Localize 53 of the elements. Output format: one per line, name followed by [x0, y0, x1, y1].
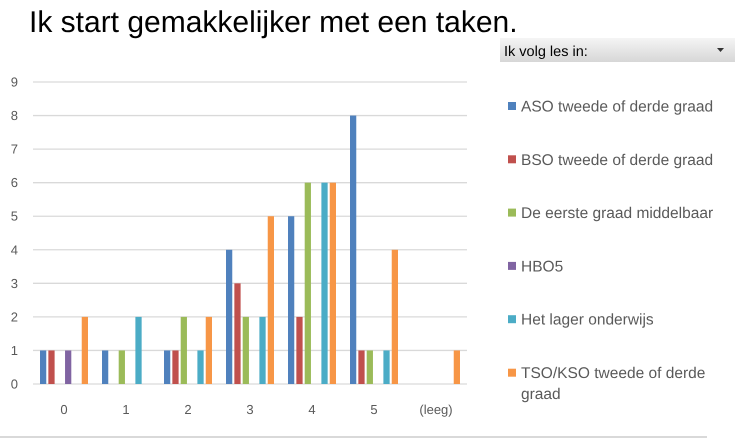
bar	[268, 216, 274, 384]
bar	[366, 350, 373, 384]
bar	[226, 250, 232, 384]
bar	[321, 182, 328, 384]
legend-label: HBO5	[521, 258, 564, 276]
bar	[383, 350, 390, 384]
x-tick-label: 1	[122, 402, 130, 417]
y-tick-label: 6	[10, 175, 18, 190]
bar	[296, 316, 303, 384]
bar	[330, 182, 336, 384]
bar	[164, 350, 170, 384]
y-tick-label: 8	[10, 108, 18, 124]
bar	[180, 316, 187, 384]
bar	[259, 316, 266, 384]
y-tick-label: 2	[10, 309, 18, 324]
y-tick-label: 4	[10, 242, 18, 258]
legend-title: Ik volg les in:	[504, 44, 588, 60]
y-tick-label: 7	[10, 142, 18, 157]
x-tick-label: (leeg)	[419, 402, 453, 417]
legend-label: BSO tweede of derde graad	[521, 152, 714, 169]
bar	[197, 350, 204, 384]
bar	[172, 350, 179, 384]
legend-label: Het lager onderwijs	[521, 312, 654, 329]
bar	[135, 316, 142, 384]
bar	[48, 350, 55, 384]
bar	[206, 316, 212, 384]
bar	[350, 116, 356, 384]
bar	[288, 216, 294, 384]
bar	[118, 350, 125, 384]
bar	[65, 350, 72, 384]
chart-title: Ik start gemakkelijker met een taken.	[29, 6, 518, 39]
bar	[454, 350, 460, 384]
legend-label: TSO/KSO tweede of derde graad	[521, 365, 706, 404]
x-tick-label: 0	[60, 402, 68, 417]
y-tick-label: 3	[10, 276, 18, 291]
bar	[102, 350, 108, 384]
y-tick-label: 9	[10, 74, 18, 90]
bar	[358, 350, 365, 384]
legend-label: ASO tweede of derde graad	[521, 98, 714, 116]
bar	[82, 316, 88, 384]
bar	[242, 316, 249, 384]
x-tick-label: 3	[246, 402, 254, 417]
x-tick-label: 5	[370, 402, 378, 417]
bar	[304, 182, 311, 384]
bar	[40, 350, 46, 384]
x-tick-label: 4	[308, 402, 316, 417]
bar	[234, 283, 241, 384]
legend-label: De eerste graad middelbaar	[521, 205, 714, 222]
x-tick-label: 2	[184, 402, 192, 417]
y-tick-label: 5	[10, 208, 18, 224]
y-tick-label: 1	[10, 342, 18, 358]
y-tick-label: 0	[10, 376, 18, 392]
bar	[392, 250, 398, 384]
